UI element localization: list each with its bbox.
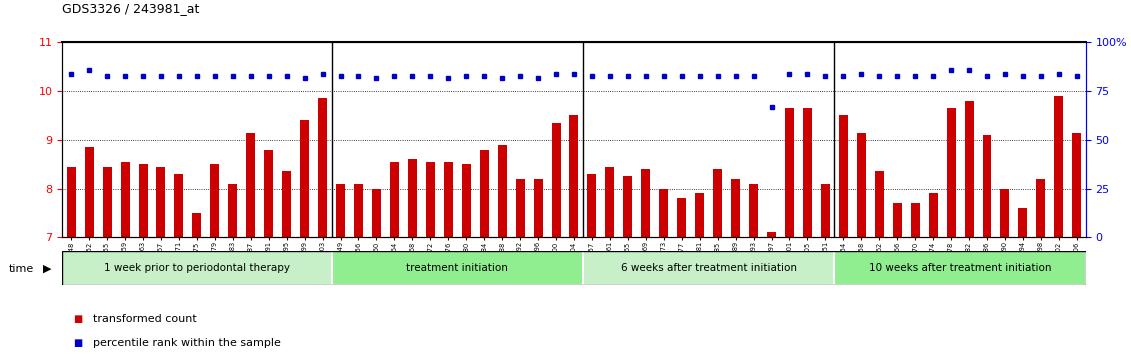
Bar — [659, 188, 668, 237]
Text: percentile rank within the sample: percentile rank within the sample — [93, 338, 280, 348]
Text: 6 weeks after treatment initiation: 6 weeks after treatment initiation — [621, 263, 796, 273]
Bar — [265, 149, 274, 237]
Bar — [390, 162, 399, 237]
Bar — [331, 251, 582, 285]
Bar — [910, 203, 920, 237]
Bar — [1018, 208, 1027, 237]
Bar — [947, 108, 956, 237]
Bar — [582, 251, 835, 285]
Bar — [803, 108, 812, 237]
Bar — [210, 164, 219, 237]
Bar — [480, 149, 489, 237]
Bar — [767, 232, 776, 237]
Bar — [677, 198, 687, 237]
Bar — [300, 120, 309, 237]
Bar — [121, 162, 130, 237]
Bar — [354, 184, 363, 237]
Bar — [785, 108, 794, 237]
Text: GDS3326 / 243981_at: GDS3326 / 243981_at — [62, 2, 199, 15]
Bar — [587, 174, 596, 237]
Text: transformed count: transformed count — [93, 314, 197, 324]
Bar — [282, 171, 291, 237]
Bar — [498, 145, 507, 237]
Bar — [336, 184, 345, 237]
Bar — [552, 123, 561, 237]
Bar — [1072, 132, 1081, 237]
Text: 1 week prior to periodontal therapy: 1 week prior to periodontal therapy — [104, 263, 290, 273]
Bar — [247, 132, 256, 237]
Bar — [731, 179, 740, 237]
Bar — [174, 174, 183, 237]
Bar — [839, 115, 848, 237]
Bar — [372, 188, 381, 237]
Bar — [929, 193, 938, 237]
Bar — [892, 203, 901, 237]
Bar — [318, 98, 327, 237]
Bar — [965, 101, 974, 237]
Text: time: time — [9, 264, 34, 274]
Text: ■: ■ — [74, 314, 83, 324]
Bar — [821, 184, 830, 237]
Bar — [516, 179, 525, 237]
Bar — [714, 169, 722, 237]
Bar — [605, 167, 614, 237]
Bar — [835, 251, 1086, 285]
Bar — [85, 147, 94, 237]
Bar — [408, 159, 417, 237]
Bar — [983, 135, 992, 237]
Bar — [570, 115, 578, 237]
Bar — [1001, 188, 1010, 237]
Bar — [857, 132, 866, 237]
Bar — [62, 251, 331, 285]
Bar — [228, 184, 238, 237]
Bar — [426, 162, 434, 237]
Text: ▶: ▶ — [43, 264, 52, 274]
Bar — [1036, 179, 1045, 237]
Bar — [623, 176, 632, 237]
Text: 10 weeks after treatment initiation: 10 weeks after treatment initiation — [869, 263, 1052, 273]
Bar — [103, 167, 112, 237]
Bar — [1054, 96, 1063, 237]
Bar — [749, 184, 758, 237]
Bar — [138, 164, 147, 237]
Bar — [534, 179, 543, 237]
Bar — [192, 213, 201, 237]
Text: ■: ■ — [74, 338, 83, 348]
Bar — [156, 167, 165, 237]
Bar — [874, 171, 883, 237]
Text: treatment initiation: treatment initiation — [406, 263, 508, 273]
Bar — [461, 164, 470, 237]
Bar — [67, 167, 76, 237]
Bar — [696, 193, 705, 237]
Bar — [641, 169, 650, 237]
Bar — [443, 162, 452, 237]
